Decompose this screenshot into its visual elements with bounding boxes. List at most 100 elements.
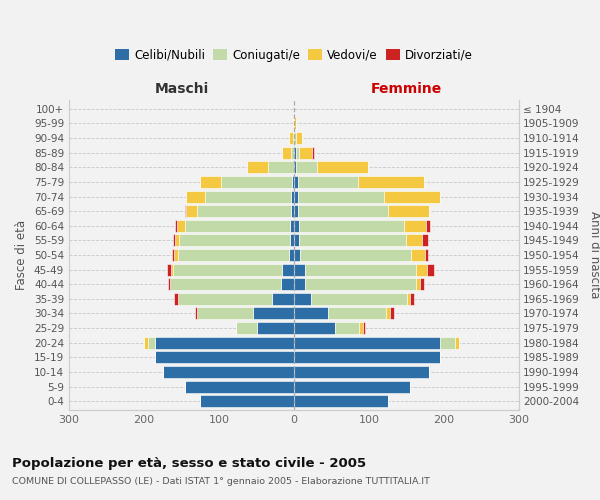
Bar	[178, 293, 271, 305]
Bar	[294, 380, 410, 392]
Text: Maschi: Maschi	[154, 82, 209, 96]
Bar	[173, 264, 282, 276]
Y-axis label: Anni di nascita: Anni di nascita	[588, 212, 600, 298]
Bar	[294, 308, 328, 320]
Bar	[205, 190, 291, 202]
Bar	[440, 336, 455, 348]
Bar	[167, 264, 171, 276]
Bar	[415, 264, 427, 276]
Bar	[298, 190, 384, 202]
Bar	[296, 162, 317, 173]
Bar	[221, 176, 292, 188]
Bar	[174, 293, 178, 305]
Bar	[292, 176, 294, 188]
Bar	[247, 162, 268, 173]
Bar	[185, 380, 294, 392]
Bar	[199, 176, 221, 188]
Bar	[363, 322, 365, 334]
Bar	[388, 205, 429, 217]
Bar	[384, 190, 440, 202]
Bar	[179, 234, 290, 246]
Bar	[294, 118, 296, 130]
Bar	[299, 146, 312, 158]
Bar	[281, 278, 294, 290]
Bar	[294, 322, 335, 334]
Bar	[294, 146, 296, 158]
Text: COMUNE DI COLLEPASSO (LE) - Dati ISTAT 1° gennaio 2005 - Elaborazione TUTTITALIA: COMUNE DI COLLEPASSO (LE) - Dati ISTAT 1…	[12, 478, 430, 486]
Bar	[299, 234, 406, 246]
Bar	[186, 205, 197, 217]
Bar	[294, 220, 299, 232]
Text: Popolazione per età, sesso e stato civile - 2005: Popolazione per età, sesso e stato civil…	[12, 458, 366, 470]
Bar	[197, 205, 291, 217]
Bar	[175, 234, 179, 246]
Bar	[305, 278, 416, 290]
Bar	[174, 249, 178, 261]
Bar	[427, 264, 434, 276]
Bar	[317, 162, 368, 173]
Bar	[177, 220, 185, 232]
Bar	[312, 146, 314, 158]
Bar	[175, 220, 177, 232]
Bar	[271, 293, 294, 305]
Bar	[294, 395, 388, 407]
Bar	[311, 293, 407, 305]
Bar	[185, 205, 186, 217]
Bar	[294, 162, 296, 173]
Bar	[390, 308, 394, 320]
Bar	[422, 234, 428, 246]
Bar	[404, 220, 426, 232]
Bar	[425, 249, 428, 261]
Bar	[294, 264, 305, 276]
Bar	[294, 336, 440, 348]
Bar	[195, 308, 197, 320]
Bar	[144, 336, 148, 348]
Bar	[172, 249, 174, 261]
Bar	[335, 322, 359, 334]
Bar	[197, 308, 253, 320]
Bar	[296, 146, 299, 158]
Bar	[200, 395, 294, 407]
Bar	[298, 176, 358, 188]
Bar	[253, 308, 294, 320]
Bar	[163, 366, 294, 378]
Bar	[294, 176, 298, 188]
Bar	[305, 264, 415, 276]
Bar	[294, 190, 298, 202]
Bar	[328, 308, 386, 320]
Bar	[406, 234, 422, 246]
Bar	[410, 293, 414, 305]
Bar	[170, 278, 281, 290]
Bar	[290, 220, 294, 232]
Bar	[426, 220, 430, 232]
Bar	[168, 278, 170, 290]
Bar	[300, 249, 411, 261]
Bar	[185, 220, 290, 232]
Bar	[294, 352, 440, 364]
Bar	[294, 278, 305, 290]
Bar	[155, 352, 294, 364]
Y-axis label: Fasce di età: Fasce di età	[16, 220, 28, 290]
Bar	[235, 322, 257, 334]
Bar	[294, 366, 429, 378]
Bar	[186, 190, 205, 202]
Bar	[420, 278, 424, 290]
Bar	[294, 249, 300, 261]
Bar	[291, 205, 294, 217]
Legend: Celibi/Nubili, Coniugati/e, Vedovi/e, Divorziati/e: Celibi/Nubili, Coniugati/e, Vedovi/e, Di…	[110, 44, 478, 66]
Bar	[293, 132, 294, 144]
Bar	[289, 249, 294, 261]
Bar	[282, 146, 291, 158]
Bar	[359, 322, 363, 334]
Bar	[386, 308, 390, 320]
Bar	[455, 336, 459, 348]
Bar	[173, 234, 175, 246]
Bar	[293, 118, 294, 130]
Bar	[282, 264, 294, 276]
Bar	[291, 190, 294, 202]
Bar	[171, 264, 173, 276]
Bar	[257, 322, 294, 334]
Bar	[358, 176, 424, 188]
Bar	[268, 162, 294, 173]
Bar	[148, 336, 155, 348]
